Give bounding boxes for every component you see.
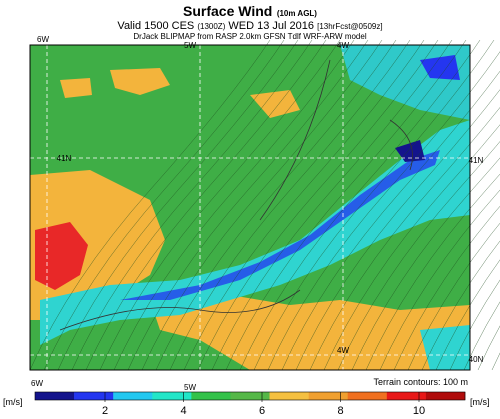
colorbar-tick-label: 10 xyxy=(413,405,425,417)
terrain-note: Terrain contours: 100 m xyxy=(373,377,468,387)
forecast: [13hrFcst@0509z] xyxy=(317,22,382,31)
streamline xyxy=(71,39,313,371)
streamline xyxy=(435,259,500,371)
map xyxy=(29,39,500,371)
streamline xyxy=(309,107,500,371)
valid-line: Valid 1500 CES (1300Z) WED 13 Jul 2016 [… xyxy=(117,20,382,32)
streamline xyxy=(29,39,271,371)
streamline xyxy=(169,39,411,371)
colorbar-tick-label: 6 xyxy=(259,405,265,417)
streamline xyxy=(323,124,500,371)
terrain-contour xyxy=(59,59,413,331)
coordinate-label: 5W xyxy=(184,41,196,50)
streamline xyxy=(351,157,500,371)
coordinate-label: 40N xyxy=(469,355,484,364)
coordinate-label: 4W xyxy=(337,41,349,50)
streamline xyxy=(155,39,397,371)
legend-unit: [m/s] xyxy=(3,397,23,407)
colorbar-swatch xyxy=(113,392,153,400)
streamline xyxy=(295,89,500,371)
colorbar-frame xyxy=(34,391,466,401)
streamline xyxy=(99,39,341,371)
colorbar-swatch xyxy=(230,392,270,400)
area-blue xyxy=(420,55,460,80)
map-frame xyxy=(29,44,471,371)
colorbar-swatch xyxy=(269,392,309,400)
streamlines xyxy=(29,39,500,371)
colorbar-swatch xyxy=(74,392,114,400)
date: WED 13 Jul 2016 xyxy=(228,20,314,32)
streamline xyxy=(127,39,369,371)
colorbar-tick-label: 2 xyxy=(102,405,108,417)
title-text: Surface Wind xyxy=(183,3,272,19)
streamline xyxy=(85,39,327,371)
streamline xyxy=(267,51,500,371)
area-cyan xyxy=(40,120,470,345)
colorbar-swatch xyxy=(191,392,231,400)
valid: Valid 1500 CES xyxy=(117,20,194,32)
coordinate-label: 41N xyxy=(469,156,484,165)
streamline xyxy=(365,173,500,371)
coordinate-label: 4W xyxy=(337,346,349,355)
streamline xyxy=(253,39,495,371)
streamline xyxy=(211,39,453,371)
colorbar-swatch xyxy=(308,392,349,400)
streamline xyxy=(407,222,500,371)
valid-utc: (1300Z) xyxy=(197,22,225,31)
streamline xyxy=(57,39,299,371)
colorbar-swatch xyxy=(425,392,466,400)
colorbar-swatch xyxy=(347,392,388,400)
source: DrJack BLIPMAP from RASP 2.0km GFSN Tdlf… xyxy=(133,32,366,41)
coordinate-label: 6W xyxy=(37,35,49,44)
coordinate-label: 41N xyxy=(57,154,72,163)
colorbar-swatch xyxy=(386,392,427,400)
streamline xyxy=(491,352,500,371)
area-red xyxy=(35,222,88,290)
streamline xyxy=(393,205,500,371)
streamline xyxy=(141,39,383,371)
title-note: (10m AGL) xyxy=(277,9,317,18)
area-blue xyxy=(120,150,440,300)
colorbar-tick-label: 4 xyxy=(180,405,186,417)
coordinate-label: 5W xyxy=(184,383,196,392)
streamline xyxy=(183,39,425,371)
graticule xyxy=(30,45,470,370)
streamline xyxy=(197,39,439,371)
coordinate-labels: 6W 5W 4W 41N 41N 40N 4W 6W 5W xyxy=(31,35,484,392)
streamline xyxy=(337,141,500,371)
area-orange xyxy=(60,78,92,98)
colorbar-swatch xyxy=(152,392,192,400)
area-cyan xyxy=(420,325,470,370)
title: Surface Wind (10m AGL) xyxy=(183,3,317,20)
streamline xyxy=(239,39,481,371)
area-orange xyxy=(110,68,170,95)
streamline xyxy=(449,279,500,371)
coordinate-label: 6W xyxy=(31,379,43,388)
streamline xyxy=(43,39,285,371)
legend-unit: [m/s] xyxy=(470,397,490,407)
streamline xyxy=(281,70,500,371)
colorbar-swatch xyxy=(35,392,75,400)
colorbar: 2 4 6 8 10 xyxy=(34,391,466,417)
streamline xyxy=(463,301,500,371)
streamline xyxy=(225,39,467,371)
streamline xyxy=(421,240,500,371)
area-orange xyxy=(150,295,470,370)
streamline xyxy=(113,39,355,371)
colorbar-tick-label: 8 xyxy=(337,405,343,417)
